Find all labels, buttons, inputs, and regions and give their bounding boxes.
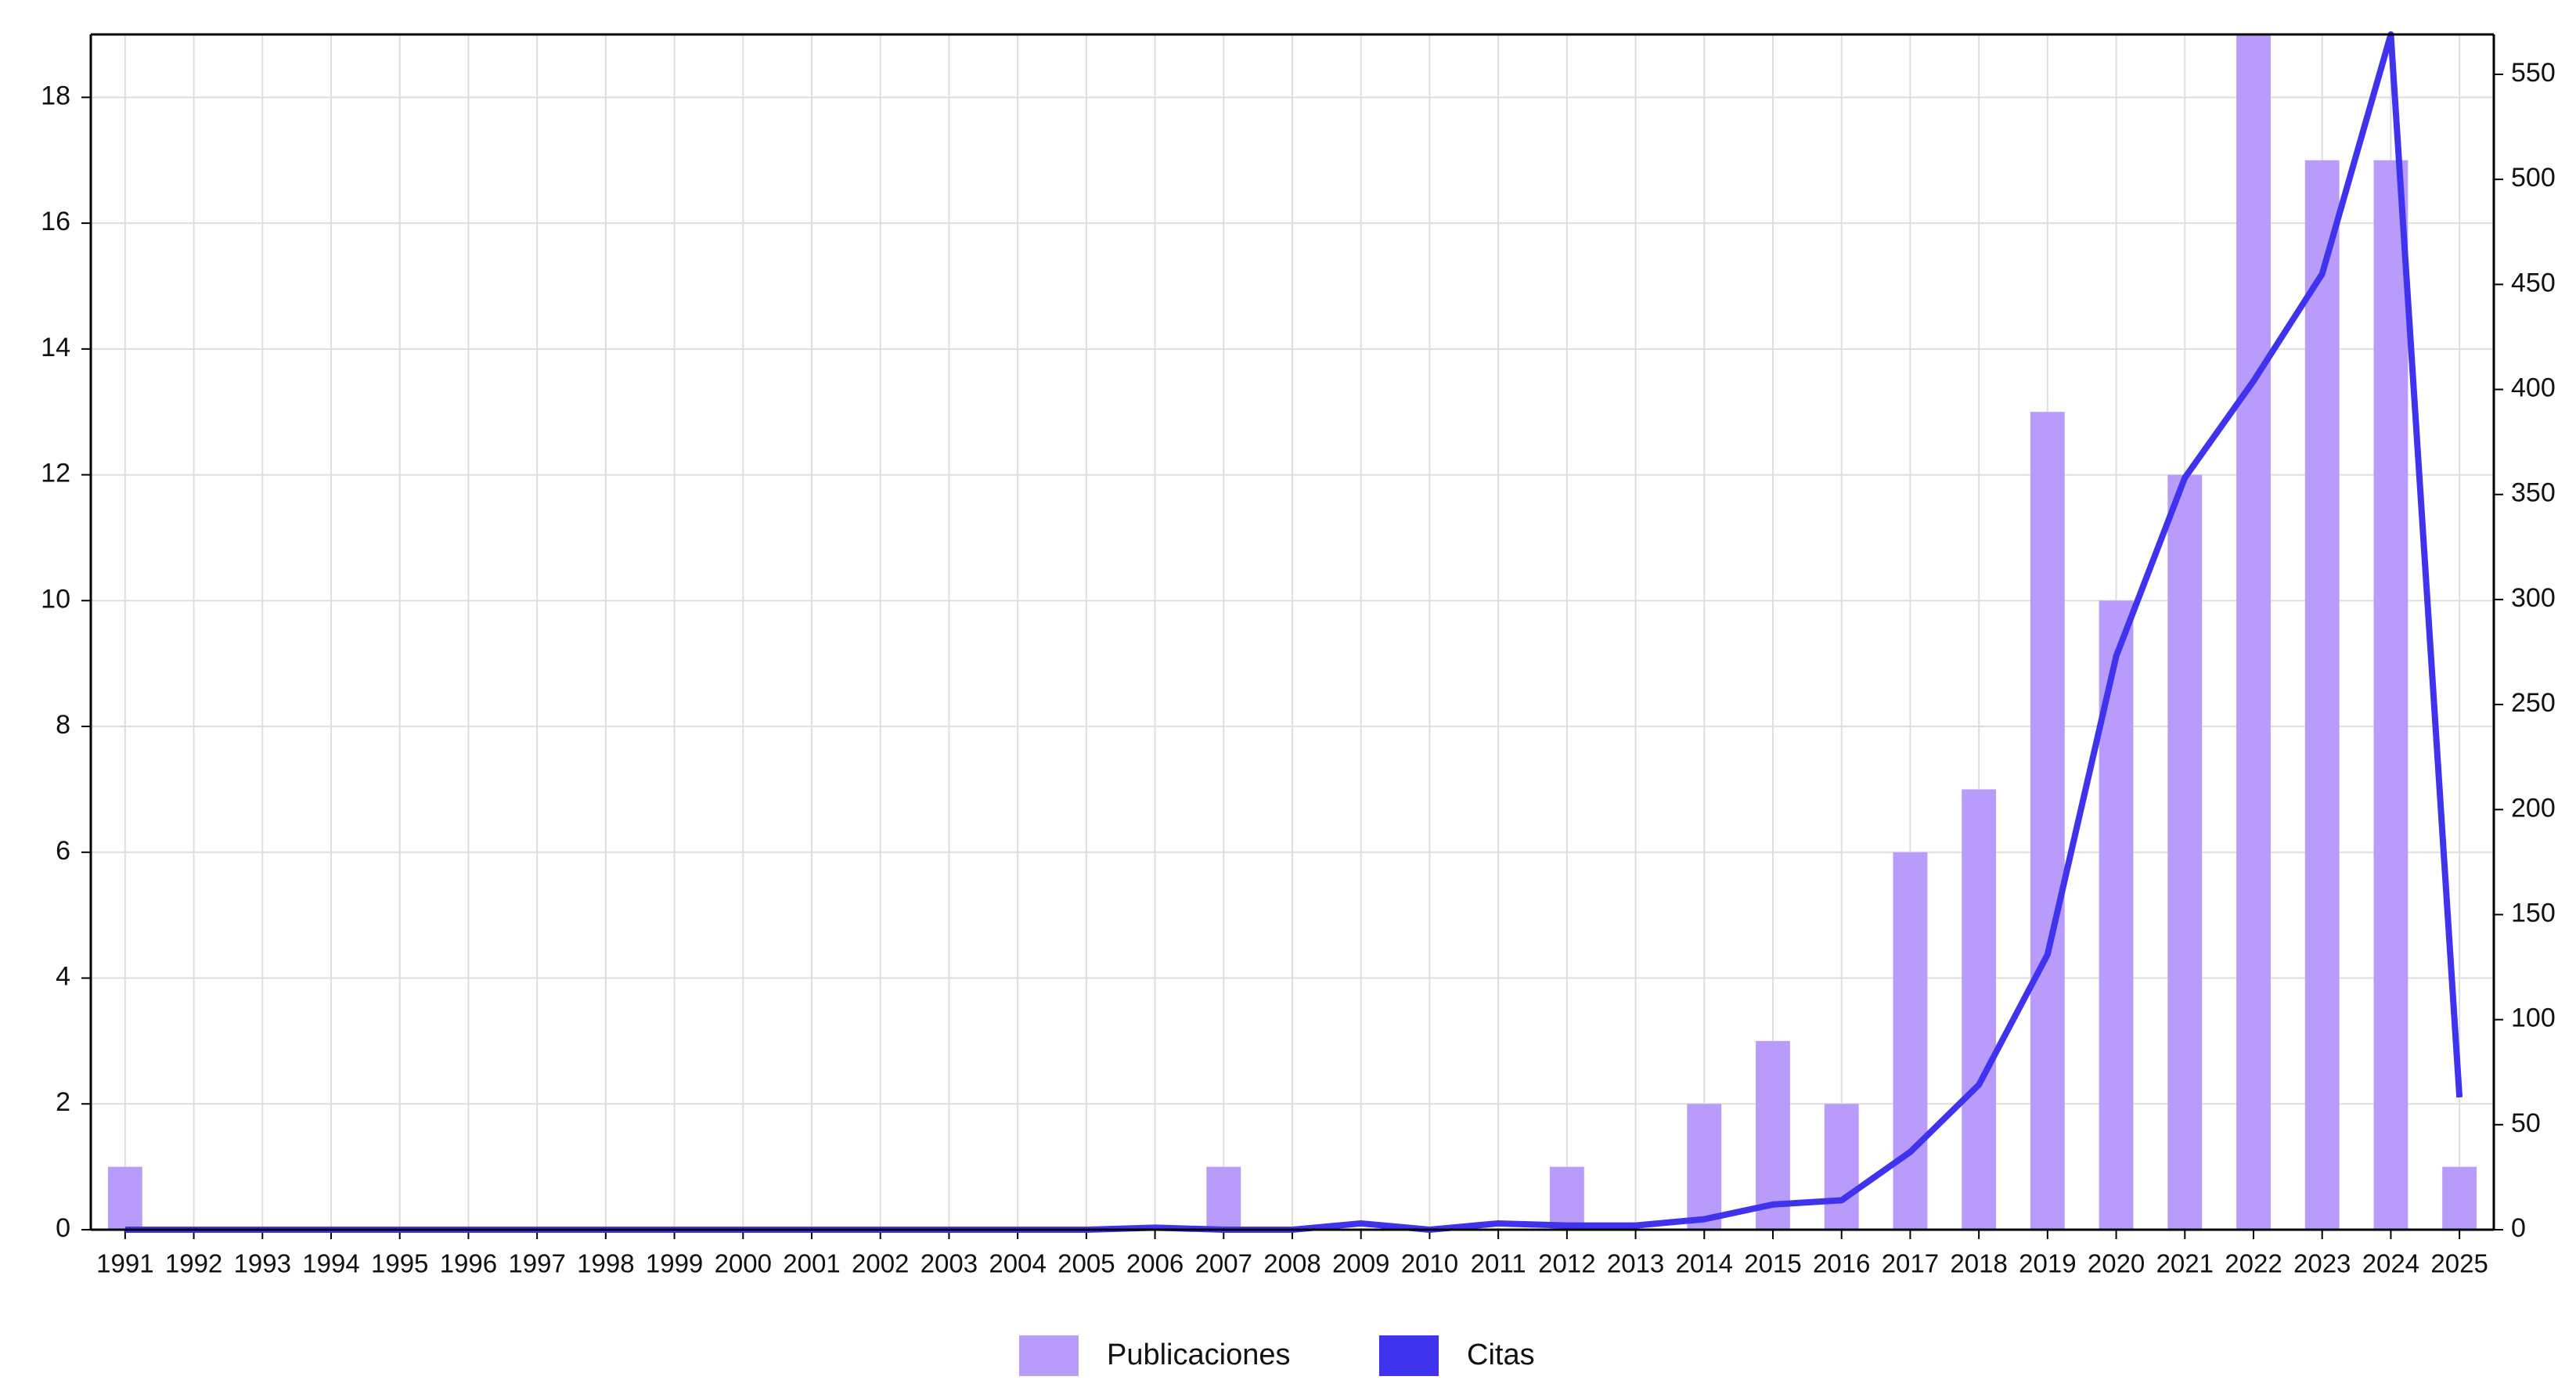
x-tick-label: 2022	[2225, 1249, 2282, 1278]
x-tick-label: 2002	[852, 1249, 909, 1278]
x-tick-label: 1992	[165, 1249, 222, 1278]
x-tick-label: 2011	[1471, 1249, 1526, 1278]
x-tick-label: 1997	[508, 1249, 565, 1278]
bar	[2030, 412, 2065, 1230]
x-tick-label: 2010	[1401, 1249, 1458, 1278]
y-tick-label: 18	[41, 81, 70, 110]
y2-tick-label: 150	[2511, 898, 2556, 928]
y-tick-label: 6	[56, 836, 70, 866]
y-tick-label: 12	[41, 459, 70, 488]
bar	[1756, 1040, 1790, 1230]
y-tick-label: 14	[41, 333, 70, 362]
x-tick-label: 2018	[1950, 1249, 2007, 1278]
x-tick-label: 2016	[1813, 1249, 1870, 1278]
x-tick-label: 2013	[1607, 1249, 1664, 1278]
x-tick-label: 2017	[1882, 1249, 1939, 1278]
x-tick-label: 2000	[715, 1249, 772, 1278]
x-tick-label: 1991	[96, 1249, 153, 1278]
x-tick-label: 2023	[2293, 1249, 2351, 1278]
x-tick-label: 2006	[1126, 1249, 1184, 1278]
y2-tick-label: 200	[2511, 793, 2556, 823]
y-tick-label: 0	[56, 1213, 70, 1243]
y-tick-label: 10	[41, 584, 70, 614]
legend-label: Publicaciones	[1107, 1339, 1290, 1371]
x-tick-label: 2001	[783, 1249, 840, 1278]
bar	[1549, 1166, 1584, 1230]
bar	[1687, 1104, 1722, 1230]
x-tick-label: 2012	[1538, 1249, 1595, 1278]
y-tick-label: 16	[41, 207, 70, 236]
x-tick-label: 1995	[371, 1249, 428, 1278]
x-tick-label: 2005	[1057, 1249, 1115, 1278]
bar	[2236, 34, 2271, 1230]
y2-tick-label: 450	[2511, 268, 2556, 297]
x-tick-label: 2024	[2362, 1249, 2419, 1278]
y2-tick-label: 350	[2511, 478, 2556, 508]
x-tick-label: 1994	[302, 1249, 359, 1278]
x-tick-label: 2004	[989, 1249, 1046, 1278]
x-tick-label: 2009	[1332, 1249, 1389, 1278]
bar	[2304, 160, 2340, 1230]
x-tick-label: 2007	[1195, 1249, 1252, 1278]
y2-tick-label: 100	[2511, 1003, 2556, 1033]
bar	[2373, 160, 2408, 1230]
legend-swatch	[1019, 1335, 1079, 1376]
x-tick-label: 2021	[2156, 1249, 2214, 1278]
x-tick-label: 2015	[1744, 1249, 1801, 1278]
y-tick-label: 4	[56, 962, 70, 992]
bar	[1824, 1104, 1859, 1230]
legend-swatch	[1379, 1335, 1439, 1376]
bar	[1893, 852, 1928, 1230]
bar	[2167, 474, 2203, 1230]
x-tick-label: 1999	[646, 1249, 703, 1278]
bar	[1962, 789, 1997, 1230]
x-tick-label: 1993	[234, 1249, 291, 1278]
x-tick-label: 1998	[577, 1249, 634, 1278]
bar	[2442, 1166, 2477, 1230]
legend-label: Citas	[1467, 1339, 1535, 1371]
x-tick-label: 1996	[440, 1249, 497, 1278]
y-tick-label: 2	[56, 1087, 70, 1117]
bar	[1206, 1166, 1241, 1230]
y2-tick-label: 0	[2511, 1213, 2526, 1243]
y-tick-label: 8	[56, 710, 70, 740]
x-tick-label: 2019	[2019, 1249, 2076, 1278]
x-tick-label: 2008	[1263, 1249, 1320, 1278]
x-tick-label: 2025	[2430, 1249, 2488, 1278]
y2-tick-label: 400	[2511, 373, 2556, 403]
y2-tick-label: 50	[2511, 1108, 2541, 1138]
x-tick-label: 2003	[921, 1249, 978, 1278]
y2-tick-label: 550	[2511, 58, 2556, 88]
x-tick-label: 2020	[2088, 1249, 2145, 1278]
y2-tick-label: 250	[2511, 688, 2556, 718]
bar	[107, 1166, 142, 1230]
x-tick-label: 2014	[1676, 1249, 1733, 1278]
y2-tick-label: 500	[2511, 163, 2556, 193]
y2-tick-label: 300	[2511, 583, 2556, 613]
